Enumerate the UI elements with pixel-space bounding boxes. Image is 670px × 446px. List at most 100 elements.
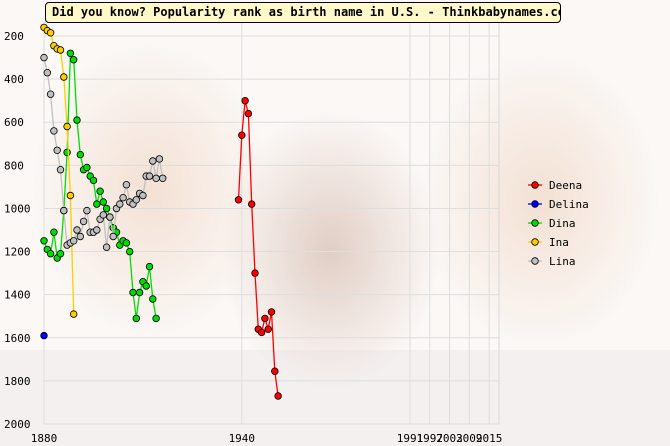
- data-point: [69, 56, 78, 64]
- data-point: [102, 243, 111, 251]
- data-point: [238, 131, 246, 139]
- legend-item-dina: Dina: [528, 217, 576, 230]
- data-point: [149, 295, 157, 303]
- legend-item-lina: Lina: [528, 255, 576, 268]
- data-point: [56, 249, 65, 258]
- data-point: [247, 200, 256, 208]
- data-point: [271, 367, 279, 375]
- data-point: [234, 196, 243, 204]
- y-tick-label: 1600: [4, 332, 31, 345]
- data-point: [60, 73, 68, 81]
- data-point: [46, 249, 55, 258]
- data-point: [43, 68, 51, 77]
- data-point: [132, 196, 140, 204]
- x-tick-label: 1880: [31, 432, 58, 445]
- data-point: [122, 239, 131, 247]
- y-tick-label: 1000: [4, 202, 31, 215]
- legend-marker: [531, 200, 539, 208]
- data-point: [158, 174, 167, 182]
- data-point: [135, 288, 144, 297]
- data-point: [56, 46, 65, 54]
- legend-label: Dina: [549, 217, 576, 230]
- series-deena: [234, 96, 282, 400]
- axes: 200 400 600 800 1000 1200 1400 1600 1800 20001880…: [4, 30, 502, 445]
- y-tick-label: 1400: [4, 289, 31, 302]
- x-tick-label: 1991: [397, 432, 424, 445]
- data-point: [152, 314, 160, 323]
- y-tick-label: 200: [4, 30, 24, 43]
- legend: Deena Delina Dina Ina Lina: [528, 179, 589, 268]
- data-point: [40, 331, 48, 340]
- data-point: [119, 193, 127, 202]
- legend-label: Lina: [549, 255, 576, 268]
- data-point: [109, 232, 117, 241]
- data-point: [83, 163, 91, 172]
- data-point: [56, 165, 65, 174]
- series-ina: [40, 23, 78, 318]
- y-tick-label: 400: [4, 73, 24, 86]
- data-point: [261, 314, 269, 323]
- data-point: [149, 157, 157, 165]
- data-point: [257, 328, 266, 337]
- y-tick-label: 1800: [4, 375, 31, 388]
- data-point: [132, 314, 140, 323]
- data-point: [152, 174, 160, 182]
- data-point: [93, 226, 101, 234]
- data-point: [40, 237, 48, 245]
- legend-item-deena: Deena: [528, 179, 582, 192]
- data-point: [46, 29, 55, 37]
- data-point: [73, 226, 81, 234]
- x-tick-label: 2015: [476, 432, 503, 445]
- x-tick-label: 1997: [417, 432, 444, 445]
- grid: [43, 21, 500, 425]
- data-point: [69, 310, 78, 318]
- data-point: [53, 146, 61, 154]
- data-point: [267, 308, 276, 316]
- data-point: [155, 155, 164, 163]
- data-point: [76, 232, 84, 241]
- data-point: [96, 187, 104, 195]
- data-point: [93, 200, 101, 208]
- data-point: [102, 204, 111, 213]
- data-point: [106, 213, 114, 221]
- legend-item-delina: Delina: [528, 198, 589, 211]
- x-tick-label: 1940: [229, 432, 256, 445]
- data-point: [66, 191, 75, 200]
- data-point: [60, 206, 68, 215]
- data-point: [142, 282, 150, 290]
- data-point: [125, 247, 134, 256]
- data-point: [63, 148, 71, 157]
- data-point: [251, 269, 259, 277]
- data-point: [69, 237, 78, 245]
- y-tick-label: 800: [4, 159, 24, 172]
- data-point: [122, 180, 131, 189]
- series-dina: [40, 49, 160, 323]
- data-point: [244, 109, 253, 118]
- y-tick-label: 600: [4, 116, 24, 129]
- data-point: [83, 206, 91, 215]
- data-point: [241, 96, 249, 105]
- chart-title: Did you know? Popularity rank as birth n…: [45, 2, 561, 23]
- legend-marker: [531, 181, 539, 189]
- legend-marker: [531, 238, 539, 246]
- data-point: [50, 228, 58, 236]
- legend-label: Delina: [549, 198, 589, 211]
- data-point: [264, 325, 272, 333]
- data-point: [145, 172, 154, 180]
- data-point: [99, 211, 107, 219]
- data-point: [40, 53, 48, 62]
- legend-label: Ina: [549, 236, 569, 249]
- data-point: [63, 122, 71, 131]
- legend-marker: [531, 219, 539, 227]
- data-point: [274, 392, 282, 400]
- data-point: [50, 127, 58, 135]
- data-point: [139, 191, 147, 200]
- legend-marker: [531, 257, 539, 265]
- legend-label: Deena: [549, 179, 582, 192]
- data-point: [145, 262, 154, 271]
- data-point: [79, 217, 88, 226]
- legend-item-ina: Ina: [528, 236, 569, 249]
- series-delina: [40, 331, 48, 340]
